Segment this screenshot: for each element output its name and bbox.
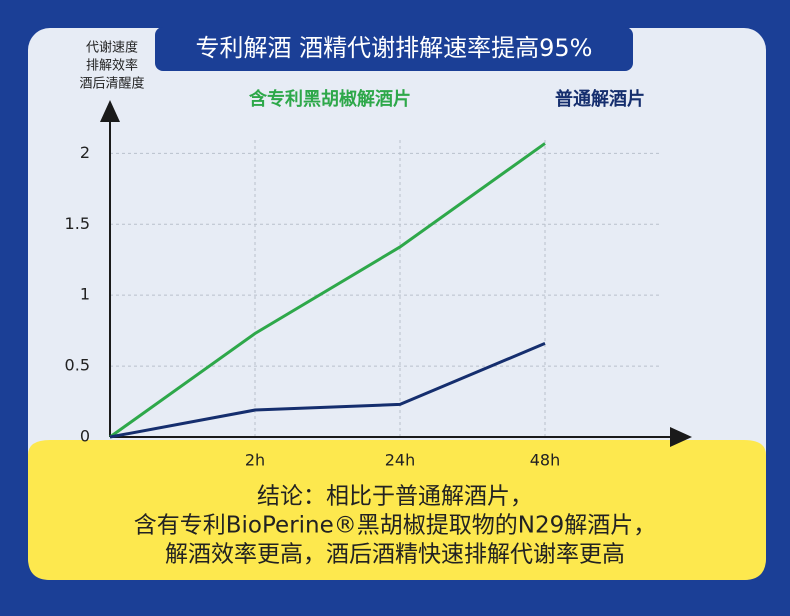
chart-title: 专利解酒 酒精代谢排解速率提高95% <box>196 34 593 62</box>
conclusion-line: 结论：相比于普通解酒片， <box>257 484 533 510</box>
series-line <box>109 142 546 439</box>
title-banner <box>155 27 633 71</box>
x-tick-label: 24h <box>385 451 416 470</box>
x-tick-label: 48h <box>530 451 561 470</box>
y-arrow <box>100 100 120 122</box>
x-tick-label: 2h <box>245 451 265 470</box>
y-axis-label: 代谢速度 <box>86 40 138 56</box>
y-tick-label: 0.5 <box>65 356 90 375</box>
y-tick-label: 1 <box>80 285 90 304</box>
legend-label: 普通解酒片 <box>555 88 645 110</box>
y-tick-label: 2 <box>80 143 90 162</box>
y-axis-label: 酒后清醒度 <box>79 76 144 92</box>
conclusion-line: 解酒效率更高，酒后酒精快速排解代谢率更高 <box>165 542 625 568</box>
series-line <box>109 342 546 439</box>
legend-label: 含专利黑胡椒解酒片 <box>249 88 411 110</box>
x-arrow <box>670 427 692 447</box>
y-tick-label: 1.5 <box>65 214 90 233</box>
conclusion-panel <box>28 440 766 580</box>
conclusion-line: 含有专利BioPerine®黑胡椒提取物的N29解酒片， <box>134 513 657 539</box>
grid <box>110 140 660 437</box>
y-axis-label: 排解效率 <box>86 58 138 74</box>
y-tick-label: 0 <box>80 427 90 446</box>
